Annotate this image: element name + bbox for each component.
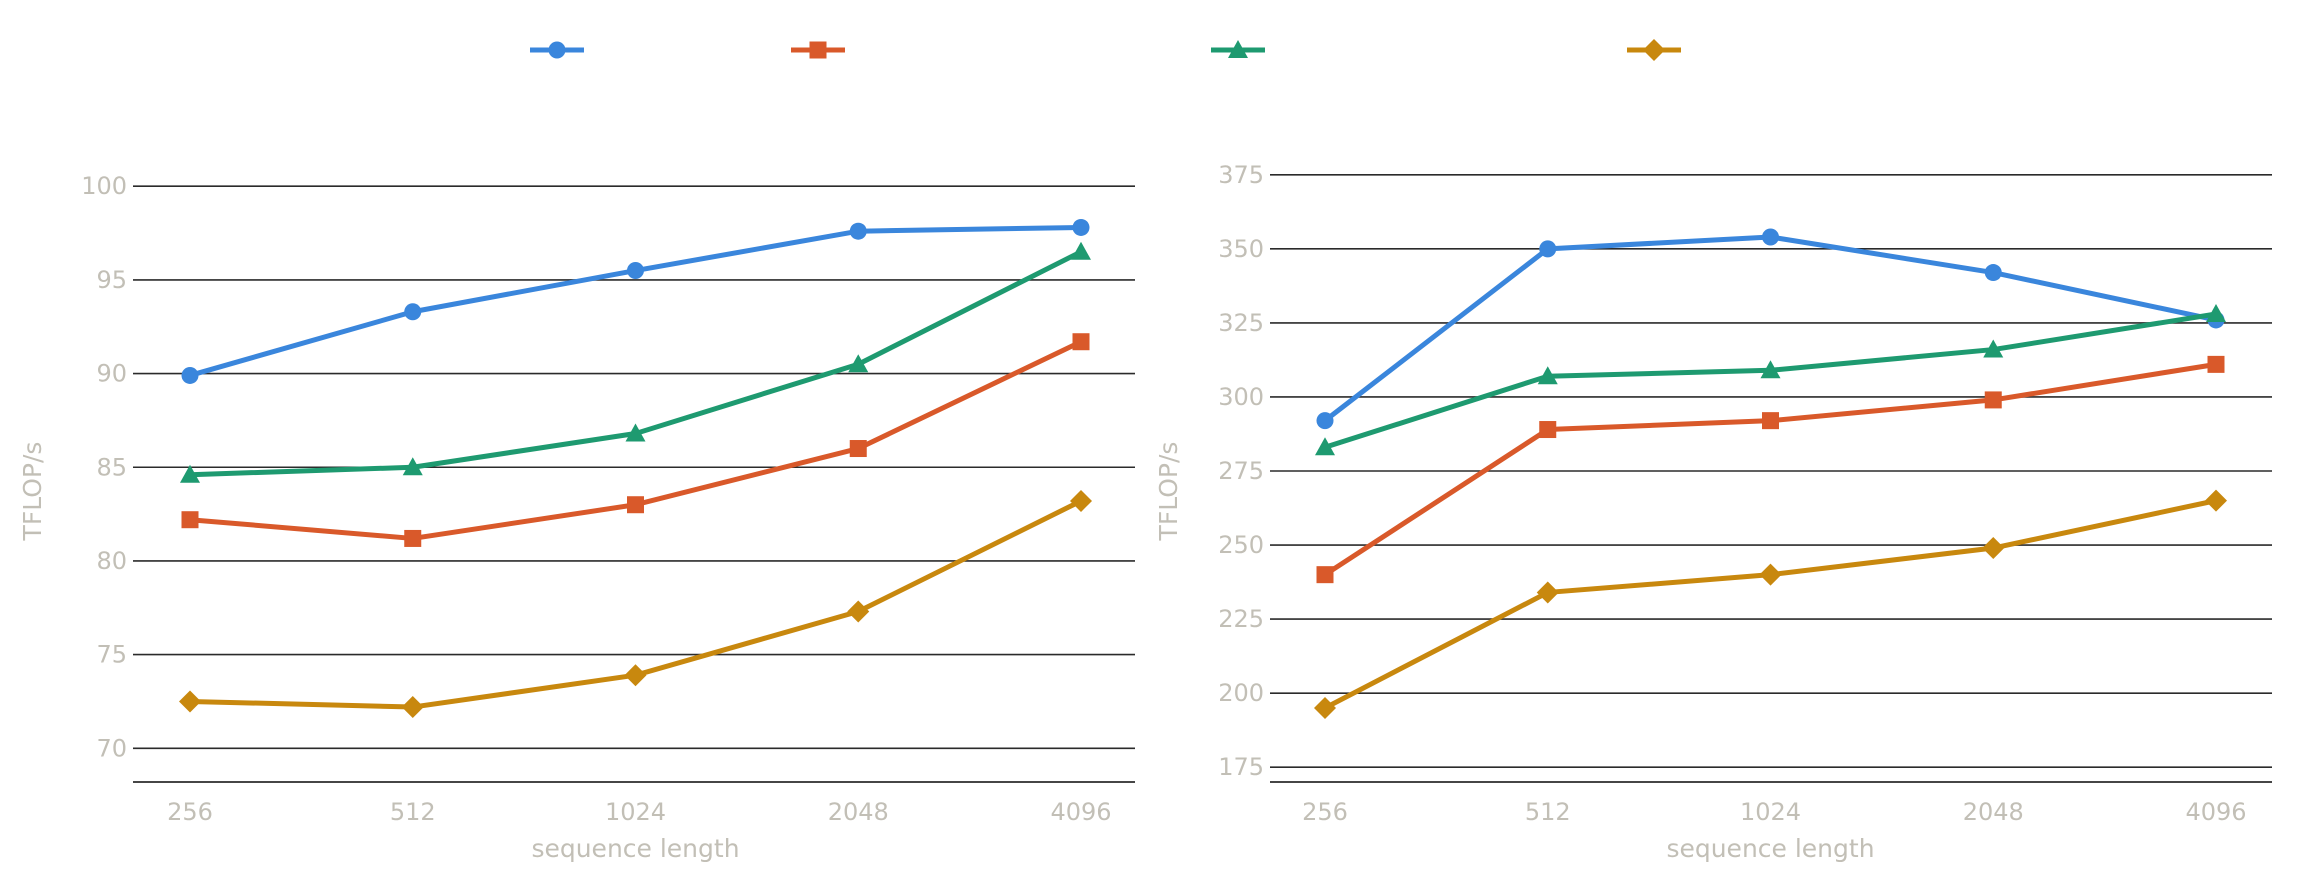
data-point-diamond	[847, 600, 870, 623]
series-line-diamond	[1322, 498, 2219, 711]
legend-marker-circle	[548, 41, 566, 59]
data-point-circle	[849, 222, 867, 240]
series-line-circle	[187, 224, 1084, 378]
x-tick-label: 1024	[605, 798, 666, 826]
legend	[530, 39, 1681, 61]
y-tick-label: 70	[96, 734, 127, 762]
data-point-triangle	[1983, 339, 2004, 358]
legend-marker-diamond	[1643, 39, 1665, 61]
data-point-circle	[1072, 218, 1090, 236]
data-point-triangle	[1315, 437, 1335, 456]
data-point-diamond	[1070, 489, 1092, 512]
y-tick-label: 275	[1218, 457, 1264, 485]
y-tick-label: 100	[81, 172, 127, 200]
y-tick-label: 175	[1218, 753, 1264, 781]
y-tick-label: 225	[1218, 605, 1264, 633]
y-tick-label: 75	[96, 641, 127, 669]
data-point-square	[404, 529, 422, 547]
series-triangle	[1315, 304, 2226, 456]
series-line-square	[1322, 361, 2219, 578]
data-point-circle	[1984, 264, 2002, 282]
data-point-triangle	[1760, 360, 1781, 379]
data-point-triangle	[402, 457, 423, 476]
data-point-diamond	[1536, 581, 1559, 604]
x-tick-label: 1024	[1740, 798, 1801, 826]
x-tick-label: 512	[390, 798, 436, 826]
series-circle	[181, 218, 1090, 384]
series-diamond	[179, 489, 1092, 719]
x-tick-label: 4096	[1050, 798, 1111, 826]
y-tick-label: 300	[1218, 383, 1264, 411]
series-square	[1316, 355, 2225, 584]
data-point-square	[1984, 391, 2002, 409]
y-tick-label: 350	[1218, 235, 1264, 263]
y-tick-label: 90	[96, 360, 127, 388]
data-point-diamond	[624, 664, 647, 687]
legend-entry-1	[530, 41, 584, 59]
x-tick-label: 256	[1302, 798, 1348, 826]
data-point-circle	[1762, 228, 1779, 246]
data-point-circle	[181, 366, 199, 384]
series-square	[181, 333, 1090, 547]
x-tick-label: 512	[1525, 798, 1571, 826]
x-tick-label: 256	[167, 798, 213, 826]
data-point-square	[181, 511, 199, 529]
y-tick-label: 250	[1218, 531, 1264, 559]
data-point-square	[1762, 412, 1779, 430]
legend-entry-3	[1211, 40, 1265, 58]
left-chart-panel: 70 75 80 85 90 95 100 256 512 1024 2048 4096 sequenc…	[18, 172, 1135, 863]
data-point-triangle	[2206, 304, 2226, 323]
y-tick-label: 200	[1218, 679, 1264, 707]
data-point-triangle	[1537, 366, 1558, 385]
series-circle	[1316, 228, 2225, 430]
legend-entry-4	[1627, 39, 1681, 61]
data-point-square	[1316, 566, 1334, 584]
data-point-square	[627, 496, 644, 514]
data-point-circle	[1539, 240, 1557, 258]
data-point-triangle	[625, 423, 646, 442]
x-tick-label: 2048	[828, 798, 889, 826]
data-point-square	[2207, 355, 2225, 373]
data-point-diamond	[179, 690, 201, 713]
legend-entry-2	[791, 41, 845, 59]
data-point-diamond	[2205, 489, 2227, 512]
data-point-circle	[627, 262, 644, 280]
x-tick-label: 4096	[2185, 798, 2246, 826]
x-axis-label: sequence length	[1666, 834, 1874, 863]
data-point-square	[849, 440, 867, 458]
data-point-square	[1072, 333, 1090, 351]
y-tick-label: 375	[1218, 161, 1264, 189]
data-point-diamond	[1982, 537, 2005, 560]
data-point-circle	[404, 303, 422, 321]
right-chart-panel: 175 200 225 250 275 300 325 350 375 256 512 1024 204…	[1154, 161, 2272, 863]
data-point-diamond	[1314, 696, 1336, 719]
series-diamond	[1314, 489, 2227, 719]
y-tick-label: 85	[96, 453, 127, 481]
x-axis-label: sequence length	[531, 834, 739, 863]
data-point-triangle	[180, 464, 200, 483]
y-tick-label: 95	[96, 266, 127, 294]
y-tick-label: 80	[96, 547, 127, 575]
data-point-circle	[1316, 412, 1334, 430]
x-tick-label: 2048	[1963, 798, 2024, 826]
legend-marker-square	[809, 41, 827, 59]
legend-marker-triangle	[1228, 40, 1248, 58]
y-axis-label: TFLOP/s	[1154, 442, 1183, 542]
data-point-triangle	[1071, 241, 1091, 260]
data-point-square	[1539, 421, 1557, 439]
data-point-diamond	[1759, 563, 1782, 586]
y-axis-label: TFLOP/s	[18, 442, 47, 542]
series-line-circle	[1322, 234, 2219, 424]
series-triangle	[180, 241, 1091, 483]
y-tick-label: 325	[1218, 309, 1264, 337]
data-point-triangle	[848, 354, 869, 373]
data-point-diamond	[401, 696, 424, 719]
